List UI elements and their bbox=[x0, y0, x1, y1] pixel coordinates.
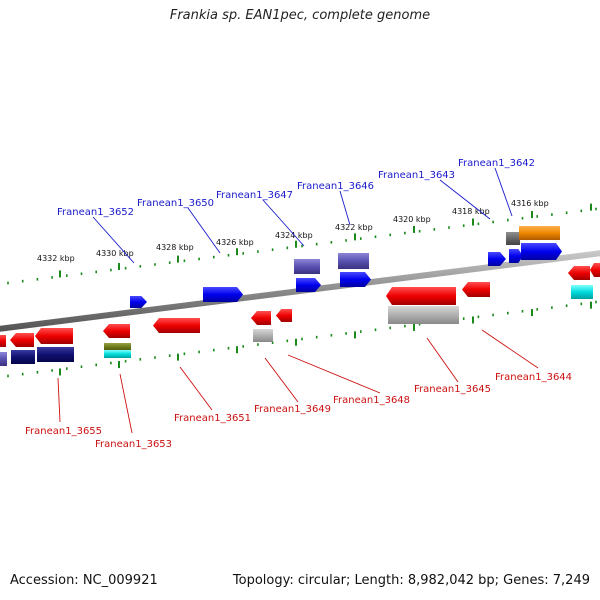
reverse-gene bbox=[11, 350, 35, 364]
top-leader-line bbox=[439, 179, 491, 220]
reverse-gene bbox=[386, 287, 456, 305]
scale-label: 4330 kbp bbox=[96, 249, 134, 258]
top-gene-label: Franean1_3652 bbox=[57, 207, 134, 218]
top-gene-label: Franean1_3647 bbox=[216, 190, 293, 201]
scale-label: 4318 kbp bbox=[452, 207, 490, 216]
bottom-gene-label: Franean1_3649 bbox=[254, 404, 331, 415]
top-gene-label: Franean1_3646 bbox=[297, 181, 374, 192]
bottom-gene-label: Franean1_3644 bbox=[495, 372, 572, 383]
accession-text: Accession: NC_009921 bbox=[10, 573, 158, 588]
reverse-gene bbox=[10, 333, 34, 347]
forward-gene bbox=[294, 259, 320, 274]
bottom-gene-label: Franean1_3655 bbox=[25, 426, 102, 437]
reverse-gene bbox=[590, 263, 600, 277]
reverse-gene bbox=[571, 285, 593, 299]
reverse-gene bbox=[253, 329, 273, 342]
forward-gene bbox=[521, 243, 562, 260]
bottom-leader-line bbox=[264, 357, 299, 403]
top-leader-line bbox=[494, 167, 513, 217]
bottom-gene-label: Franean1_3645 bbox=[414, 384, 491, 395]
scale-label: 4328 kbp bbox=[156, 243, 194, 252]
reverse-gene bbox=[462, 282, 490, 297]
bottom-gene-labels: Franean1_3644Franean1_3645Franean1_3648F… bbox=[25, 372, 572, 450]
scale-label: 4316 kbp bbox=[511, 199, 549, 208]
top-gene-label: Franean1_3650 bbox=[137, 198, 214, 209]
reverse-gene bbox=[276, 309, 292, 322]
reverse-gene bbox=[388, 306, 459, 324]
reverse-gene bbox=[103, 324, 130, 338]
bottom-leader-line bbox=[119, 373, 133, 434]
scale-labels: 4316 kbp 4318 kbp 4320 kbp 4322 kbp 4324 kbp… bbox=[37, 199, 549, 263]
bottom-scale-track bbox=[7, 300, 597, 378]
top-leader-line bbox=[262, 199, 305, 247]
forward-gene bbox=[203, 287, 243, 302]
scale-label: 4320 kbp bbox=[393, 215, 431, 224]
reverse-gene bbox=[251, 311, 271, 325]
reverse-gene bbox=[0, 335, 6, 347]
bottom-leader-line bbox=[57, 377, 61, 423]
bottom-gene-label: Franean1_3651 bbox=[174, 413, 251, 424]
scale-label: 4332 kbp bbox=[37, 254, 75, 263]
bottom-leader-line bbox=[179, 366, 213, 411]
forward-gene bbox=[338, 253, 369, 269]
bottom-leader-line bbox=[287, 354, 381, 394]
forward-gene bbox=[340, 272, 371, 287]
top-gene-label: Franean1_3642 bbox=[458, 158, 535, 169]
top-gene-label: Franean1_3643 bbox=[378, 170, 455, 181]
scale-label: 4324 kbp bbox=[275, 231, 313, 240]
reverse-gene bbox=[37, 347, 74, 362]
reverse-gene bbox=[104, 343, 131, 351]
gene-features bbox=[0, 226, 600, 366]
forward-gene bbox=[130, 296, 147, 308]
top-leader-line bbox=[187, 207, 221, 254]
reverse-gene bbox=[35, 328, 73, 344]
forward-gene bbox=[296, 278, 321, 292]
bottom-gene-label: Franean1_3648 bbox=[333, 395, 410, 406]
top-scale-track bbox=[7, 203, 597, 285]
reverse-gene bbox=[568, 266, 590, 280]
genome-title: Frankia sp. EAN1pec, complete genome bbox=[169, 8, 431, 23]
scale-ticks bbox=[7, 203, 597, 378]
forward-gene bbox=[519, 226, 560, 240]
forward-gene bbox=[509, 249, 523, 263]
scale-label: 4322 kbp bbox=[335, 223, 373, 232]
forward-gene bbox=[506, 232, 520, 245]
top-leader-line bbox=[92, 216, 135, 264]
topology-text: Topology: circular; Length: 8,982,042 bp… bbox=[232, 573, 590, 588]
bottom-leader-line bbox=[426, 337, 459, 383]
bottom-leader-line bbox=[481, 329, 539, 369]
scale-label: 4326 kbp bbox=[216, 238, 254, 247]
reverse-gene bbox=[0, 352, 7, 366]
reverse-gene bbox=[153, 318, 200, 333]
label-leader-lines bbox=[57, 167, 539, 434]
forward-gene bbox=[488, 252, 506, 266]
top-leader-line bbox=[339, 190, 351, 226]
bottom-gene-label: Franean1_3653 bbox=[95, 439, 172, 450]
reverse-gene bbox=[104, 350, 131, 358]
